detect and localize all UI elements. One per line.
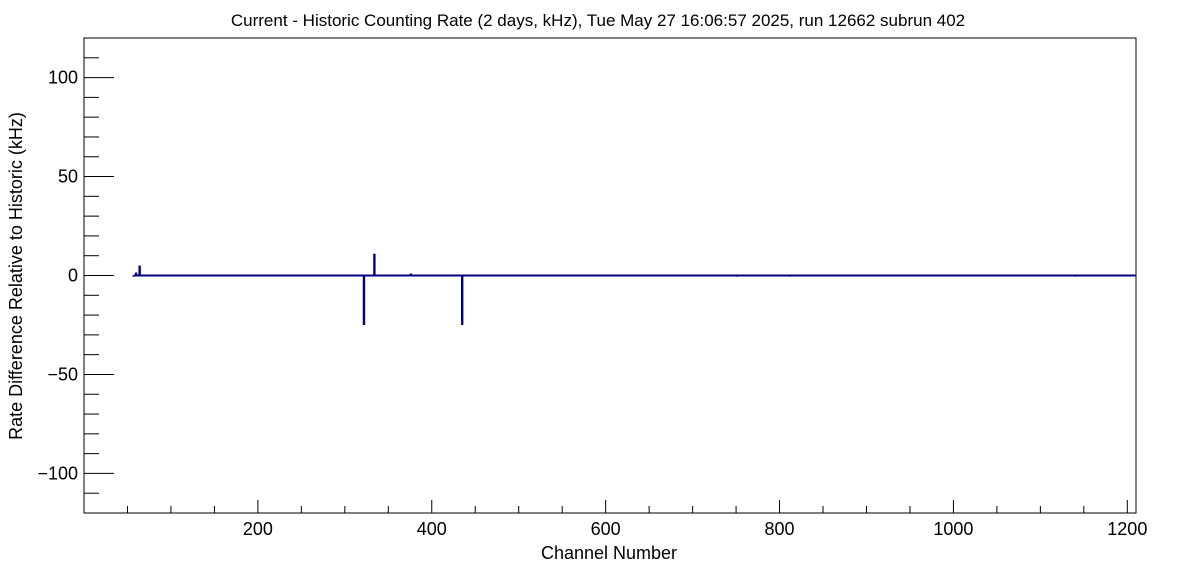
axis-tick-labels: 200 400 600 800 1000 1200 −100 −50 0 50 100 bbox=[37, 68, 1147, 539]
axis-ticks bbox=[84, 57, 1128, 513]
y-tick-label: −50 bbox=[47, 364, 78, 384]
y-tick-label: 100 bbox=[48, 68, 78, 88]
data-series bbox=[132, 253, 1136, 325]
x-tick-label: 1200 bbox=[1107, 519, 1147, 539]
x-tick-label: 400 bbox=[417, 519, 447, 539]
x-tick-label: 800 bbox=[765, 519, 795, 539]
x-tick-label: 1000 bbox=[933, 519, 973, 539]
y-tick-label: 0 bbox=[68, 266, 78, 286]
y-tick-label: −100 bbox=[37, 463, 78, 483]
x-axis-label: Channel Number bbox=[541, 543, 677, 563]
y-axis-label: Rate Difference Relative to Historic (kH… bbox=[6, 112, 26, 440]
x-tick-label: 200 bbox=[243, 519, 273, 539]
y-tick-label: 50 bbox=[58, 167, 78, 187]
x-tick-label: 600 bbox=[591, 519, 621, 539]
chart-title: Current - Historic Counting Rate (2 days… bbox=[231, 11, 965, 30]
